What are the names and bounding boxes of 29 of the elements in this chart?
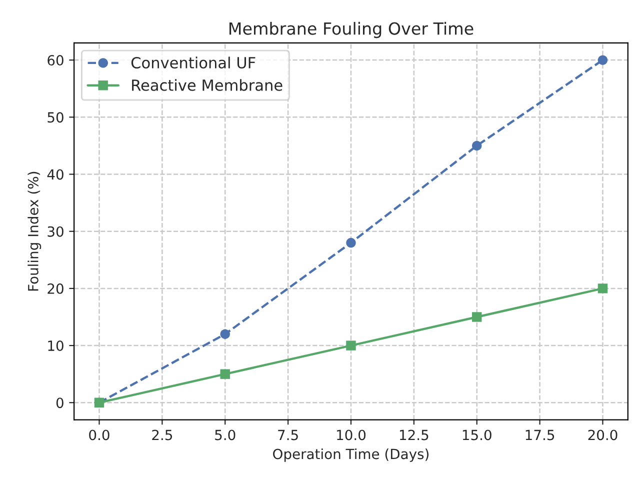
x-tick-label: 17.5: [526, 430, 554, 440]
y-tick-label: 40: [47, 169, 64, 180]
y-tick-label: 60: [48, 55, 64, 66]
chart-title: Membrane Fouling Over Time: [229, 22, 474, 38]
point: [346, 340, 356, 350]
y-tick-label: 50: [48, 112, 64, 123]
x-tick-label: 5.0: [215, 430, 236, 440]
y-tick-label: 20: [48, 283, 64, 294]
point: [598, 55, 608, 65]
x-tick-label: 20.0: [588, 430, 618, 440]
legend-label: Conventional UF: [131, 56, 256, 69]
x-tick-label: 0.0: [89, 430, 110, 440]
x-axis-title: Operation Time (Days): [273, 448, 428, 462]
x-tick-label: 7.5: [278, 430, 298, 440]
point: [346, 238, 356, 248]
y-tick-label: 10: [48, 340, 64, 352]
y-tick-label: 30: [48, 226, 64, 237]
y-axis-title: Fouling Index (%): [28, 172, 42, 291]
legend-label: Reactive Membrane: [132, 79, 282, 91]
point: [220, 369, 230, 379]
x-tick-label: 15.0: [462, 430, 492, 440]
point: [220, 329, 230, 339]
point: [472, 312, 482, 322]
y-tick-label: 0: [56, 398, 64, 408]
x-tick-label: 12.5: [400, 430, 428, 440]
x-tick-label: 10.0: [337, 430, 366, 440]
point: [472, 140, 482, 151]
point: [598, 284, 608, 294]
x-tick-label: 2.5: [152, 430, 172, 440]
